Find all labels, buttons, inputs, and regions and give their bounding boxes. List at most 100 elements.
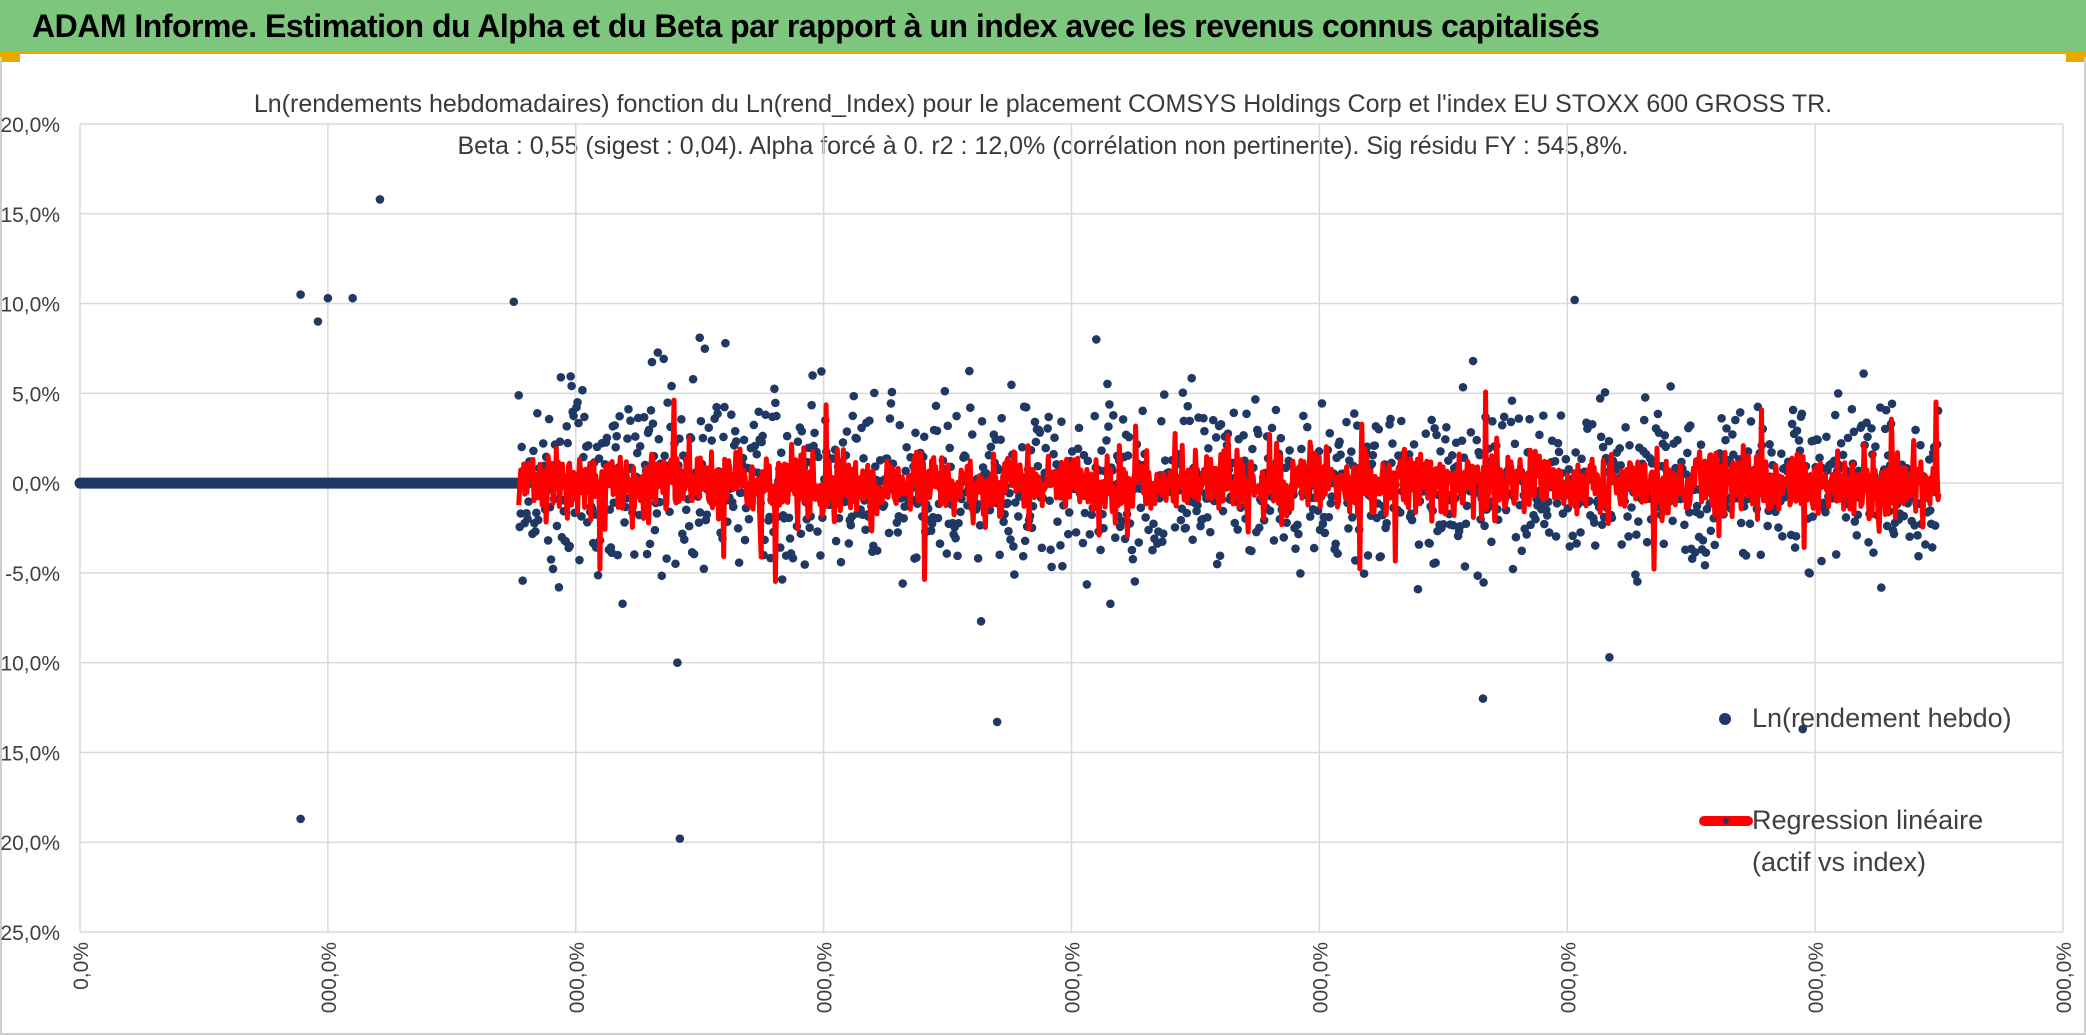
data-point [1063, 529, 1073, 539]
x-tick-label: 000,0% [2053, 942, 2076, 1013]
data-point [1864, 537, 1873, 547]
data-point [1325, 428, 1335, 438]
data-point [1157, 416, 1166, 426]
data-point [1170, 523, 1180, 532]
data-point [1722, 424, 1731, 433]
data-point [1279, 533, 1289, 542]
data-point [1797, 409, 1807, 419]
data-point [1916, 440, 1925, 450]
data-point [1682, 470, 1691, 479]
x-tick-label: 000,0% [318, 942, 341, 1013]
data-point [1254, 523, 1264, 533]
data-point [647, 357, 657, 367]
data-point [1267, 423, 1277, 433]
data-point [1251, 395, 1260, 404]
data-point [569, 411, 578, 421]
data-point [1141, 513, 1150, 522]
data-point [810, 428, 819, 438]
data-point [816, 551, 825, 560]
data-point [1731, 415, 1740, 425]
data-point [694, 518, 704, 527]
data-point [1597, 520, 1607, 529]
data-point [1181, 523, 1191, 533]
data-point [1927, 543, 1937, 552]
data-point [1188, 535, 1197, 545]
data-point [1479, 578, 1488, 587]
data-point [681, 505, 691, 515]
data-point [1589, 518, 1599, 527]
data-point [1333, 549, 1342, 558]
data-point [1382, 518, 1391, 528]
data-point [1685, 421, 1695, 430]
data-point [1109, 411, 1118, 420]
data-point [1439, 519, 1448, 529]
data-point [995, 550, 1004, 560]
x-tick-label: 000,0% [814, 942, 837, 1013]
data-point [1011, 498, 1020, 507]
data-point [699, 564, 709, 574]
data-point [1185, 416, 1195, 426]
data-point [1540, 519, 1549, 529]
data-point [1348, 513, 1357, 522]
data-point [976, 616, 986, 626]
data-point [531, 527, 540, 536]
data-point [1212, 559, 1222, 569]
data-point [611, 443, 621, 452]
data-point [1342, 417, 1351, 427]
data-point [1157, 537, 1167, 546]
data-point [534, 515, 543, 525]
data-point [1767, 448, 1776, 457]
data-point [1134, 538, 1144, 547]
data-point [1430, 423, 1439, 433]
x-tick-label: 000,0% [1309, 942, 1332, 1013]
y-tick-label: 5,0% [12, 383, 60, 406]
data-point [1160, 456, 1170, 465]
report-banner: ADAM Informe. Estimation du Alpha et du … [0, 0, 2086, 54]
data-point [1182, 508, 1192, 518]
data-point [1790, 543, 1800, 552]
data-point [1556, 411, 1566, 420]
data-point [1721, 435, 1730, 445]
data-point [1899, 511, 1909, 521]
data-point [1128, 554, 1138, 564]
data-point [1368, 450, 1378, 460]
data-point [1253, 429, 1263, 439]
data-point [956, 507, 965, 517]
data-point [552, 521, 562, 531]
data-point [644, 425, 654, 435]
data-point [1576, 528, 1585, 537]
data-point [702, 510, 712, 519]
data-point [684, 521, 694, 531]
data-point [739, 435, 749, 445]
data-point [1296, 569, 1305, 578]
regression-line [516, 389, 1942, 584]
data-point [1110, 533, 1120, 543]
data-point [1553, 438, 1563, 448]
data-point [1204, 444, 1213, 453]
y-tick-label: 10,0% [0, 294, 60, 317]
data-point [1159, 390, 1169, 399]
data-point [1605, 652, 1614, 662]
data-point [602, 433, 612, 443]
data-point [532, 508, 541, 518]
data-point [348, 293, 357, 303]
y-tick-labels: 20,0% 15,0% 10,0% 5,0% 0,0% -5,0% -10,0% -15,0%… [0, 114, 60, 945]
data-point [992, 717, 1002, 727]
data-point [1083, 456, 1093, 466]
data-point [1863, 432, 1872, 442]
data-point [997, 413, 1006, 423]
data-point [1577, 454, 1586, 464]
data-point [1103, 379, 1112, 389]
data-point [566, 372, 575, 381]
report-title: ADAM Informe. Estimation du Alpha et du … [32, 8, 1600, 44]
data-point [1499, 412, 1509, 422]
data-point [788, 553, 798, 563]
y-tick-label: 15,0% [0, 204, 60, 227]
data-point [1183, 401, 1193, 411]
data-point [1552, 499, 1562, 508]
data-point [731, 437, 741, 446]
data-point [679, 535, 689, 544]
data-point [1414, 540, 1424, 549]
data-point [1763, 521, 1772, 531]
data-point [1859, 369, 1868, 378]
